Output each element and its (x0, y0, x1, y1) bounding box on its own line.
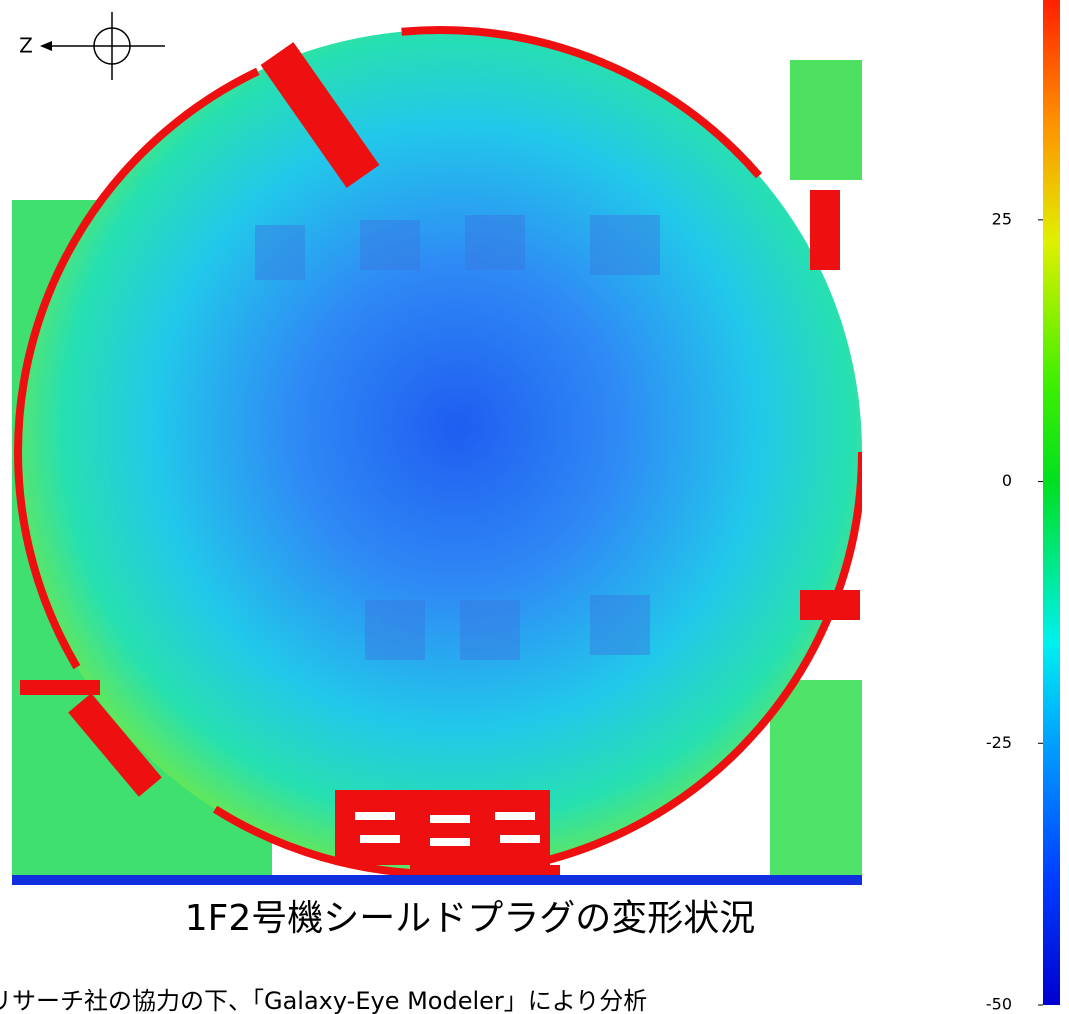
edge (12, 875, 862, 885)
block-marks (255, 215, 660, 660)
colorbar-tick-label: -50 (986, 995, 1012, 1014)
colorbar-tick-label: 25 (992, 209, 1012, 228)
red-structures (20, 42, 860, 885)
compass-label: Z (19, 34, 33, 58)
shield-plug (18, 30, 862, 874)
compass: Z (19, 12, 165, 80)
colorbar (1043, 0, 1060, 1005)
credit: リサーチ社の協力の下、「Galaxy-Eye Modeler」により分析 (0, 987, 647, 1014)
point-cloud-map (12, 26, 862, 885)
block-slots (355, 812, 540, 846)
caption: 1F2号機シールドプラグの変形状況 (185, 898, 756, 939)
outer-floor (770, 680, 862, 880)
colorbar-tick-label: -25 (986, 733, 1012, 752)
outer-floor (790, 60, 862, 180)
colorbar-tick-label: 0 (1002, 471, 1012, 490)
